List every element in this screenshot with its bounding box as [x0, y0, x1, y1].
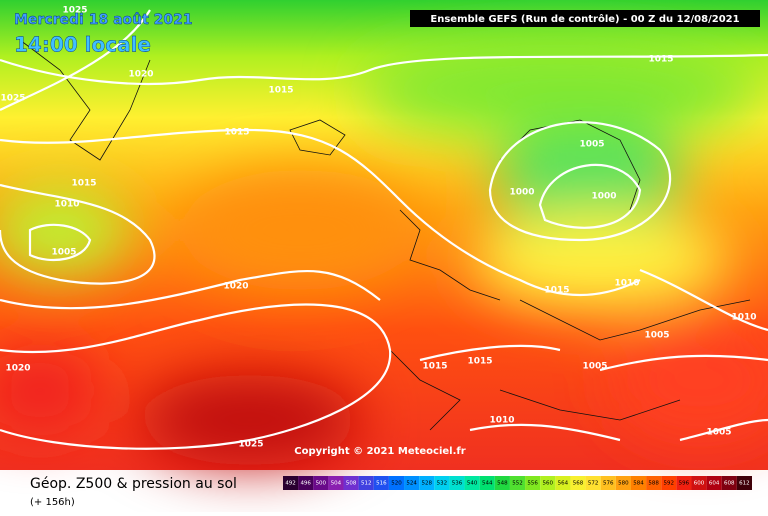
legend-label: 560	[543, 481, 554, 487]
isobar-label: 1005	[51, 248, 76, 258]
legend-label: 512	[361, 481, 372, 487]
legend-swatch	[449, 476, 465, 490]
legend-swatch	[540, 476, 556, 490]
legend-label: 504	[331, 481, 342, 487]
legend-swatch	[585, 476, 601, 490]
legend-swatch	[358, 476, 374, 490]
footer-title: Géop. Z500 & pression au sol	[30, 476, 237, 492]
legend-swatch	[509, 476, 526, 490]
legend-swatch	[388, 476, 405, 490]
legend-label: 600	[694, 481, 705, 487]
isobar-label: 1005	[706, 428, 731, 438]
legend-swatch	[494, 476, 510, 490]
isobar-label: 1000	[591, 192, 616, 202]
isobar-label: 1015	[648, 55, 673, 65]
isobar-label: 1020	[128, 70, 153, 80]
copyright: Copyright © 2021 Meteociel.fr	[294, 446, 465, 457]
isobar-label: 1015	[224, 128, 249, 138]
isobar-label: 1015	[467, 357, 492, 367]
date-title: Mercredi 18 août 2021	[14, 12, 193, 28]
legend-label: 532	[437, 481, 448, 487]
legend-label: 552	[512, 481, 523, 487]
run-banner	[410, 10, 760, 27]
legend-label: 520	[391, 481, 402, 487]
legend-swatch	[570, 476, 586, 490]
legend-swatch	[343, 476, 359, 490]
run-info: Ensemble GEFS (Run de contrôle) - 00 Z d…	[430, 13, 739, 25]
legend-label: 568	[573, 481, 584, 487]
color-legend: 492 496 500 504 508 512 516 520 524 528 532 536 540 5…	[283, 476, 752, 490]
legend-label: 496	[300, 481, 311, 487]
legend-swatch	[313, 476, 329, 490]
isobar-label: 1020	[223, 282, 248, 292]
legend-label: 524	[406, 481, 417, 487]
legend-label: 596	[679, 481, 690, 487]
legend-swatch	[298, 476, 314, 490]
legend-label: 508	[346, 481, 357, 487]
isobar-label: 1015	[544, 286, 569, 296]
legend-swatch	[479, 476, 495, 490]
isobar-label: 1020	[5, 364, 30, 374]
legend-label: 580	[618, 481, 629, 487]
legend-swatch	[464, 476, 480, 490]
legend-label: 564	[558, 481, 569, 487]
local-time: 14:00 locale	[14, 33, 151, 57]
legend-label: 516	[376, 481, 387, 487]
legend-swatch	[373, 476, 389, 490]
isobar-label: 1015	[71, 179, 96, 189]
forecast-lead: (+ 156h)	[30, 497, 75, 508]
legend-swatch	[630, 476, 647, 490]
legend-swatch	[661, 476, 677, 490]
isobar-label: 1000	[509, 188, 534, 198]
legend-label: 604	[709, 481, 720, 487]
isobar-label: 1010	[54, 200, 79, 210]
isobar-label: 1025	[238, 440, 263, 450]
legend-swatch	[615, 476, 631, 490]
legend-swatch	[404, 476, 420, 490]
legend-swatch	[419, 476, 435, 490]
isobar-label: 1025	[0, 94, 25, 104]
legend-swatch	[691, 476, 707, 490]
map-field: 1025 1020 1025 1015 1015 1015 1010 1005 …	[0, 0, 768, 470]
legend-label: 528	[421, 481, 432, 487]
legend-swatch	[676, 476, 692, 490]
isobar-label: 1010	[614, 279, 639, 289]
legend-label: 536	[452, 481, 463, 487]
legend-label: 544	[482, 481, 493, 487]
legend-label: 592	[664, 481, 675, 487]
legend-label: 548	[497, 481, 508, 487]
legend-swatch	[434, 476, 450, 490]
legend-swatch	[706, 476, 722, 490]
legend-swatch	[736, 476, 752, 490]
legend-swatch	[600, 476, 616, 490]
legend-swatch	[525, 476, 541, 490]
legend-label: 572	[588, 481, 599, 487]
legend-label: 540	[467, 481, 478, 487]
isobar-label: 1010	[731, 313, 756, 323]
isobar-label: 1005	[579, 140, 604, 150]
legend-swatch	[283, 476, 299, 490]
legend-label: 492	[285, 481, 296, 487]
legend-label: 576	[603, 481, 614, 487]
isobar-label: 1015	[422, 362, 447, 372]
legend-label: 556	[527, 481, 538, 487]
legend-swatch	[555, 476, 571, 490]
legend-label: 612	[739, 481, 750, 487]
legend-label: 608	[724, 481, 735, 487]
legend-swatch	[328, 476, 344, 490]
isobar-label: 1005	[582, 362, 607, 372]
legend-swatch	[721, 476, 737, 490]
isobar-label: 1015	[268, 86, 293, 96]
legend-label: 500	[316, 481, 327, 487]
isobar-label: 1010	[489, 416, 514, 426]
legend-swatch	[646, 476, 662, 490]
isobar-label: 1025	[62, 6, 87, 16]
isobar-label: 1005	[644, 331, 669, 341]
legend-label: 584	[633, 481, 644, 487]
legend-label: 588	[648, 481, 659, 487]
